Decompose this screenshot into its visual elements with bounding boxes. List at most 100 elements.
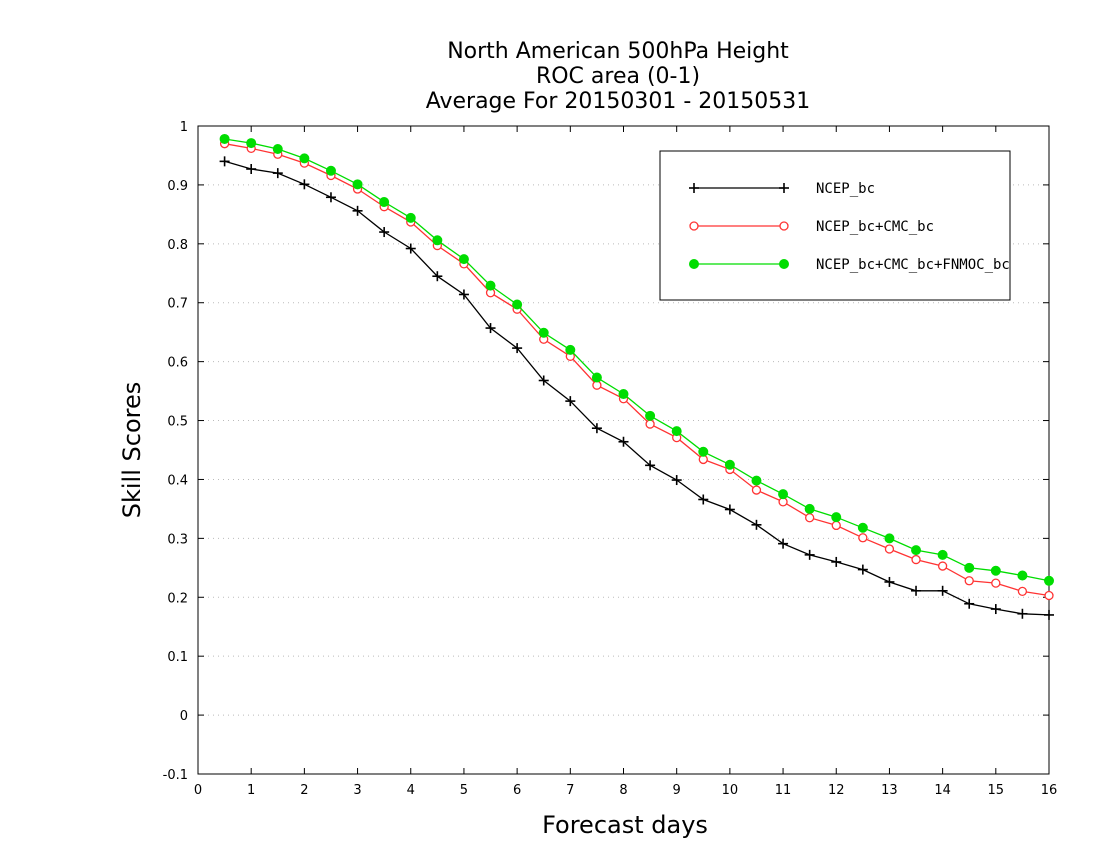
- legend-marker: [689, 183, 699, 193]
- y-tick-label: 0.3: [167, 532, 188, 547]
- data-point: [325, 192, 336, 203]
- data-point: [379, 227, 390, 238]
- data-point: [1017, 570, 1028, 581]
- y-tick-label: 0.1: [167, 650, 188, 665]
- x-tick-label: 14: [934, 783, 951, 798]
- x-tick-label: 8: [619, 783, 627, 798]
- y-tick-label: 1: [180, 120, 188, 135]
- data-point: [645, 410, 656, 421]
- data-point: [911, 554, 921, 565]
- y-tick-label: 0.6: [167, 356, 188, 371]
- data-point: [937, 549, 948, 560]
- data-point: [990, 604, 1001, 615]
- data-point: [325, 165, 336, 176]
- data-point: [272, 168, 283, 179]
- y-axis-title: Skill Scores: [118, 382, 146, 519]
- data-point: [831, 556, 842, 567]
- data-point: [538, 327, 549, 338]
- data-point: [458, 254, 469, 265]
- x-tick-label: 10: [722, 783, 739, 798]
- data-point: [299, 179, 310, 190]
- data-point: [246, 164, 257, 175]
- series-layer: [219, 133, 1054, 620]
- y-tick-label: 0.8: [167, 238, 188, 253]
- data-point: [485, 280, 496, 291]
- data-point: [538, 375, 549, 386]
- data-point: [405, 243, 416, 254]
- chart-title-line-3: Average For 20150301 - 20150531: [426, 89, 811, 114]
- data-point: [884, 576, 895, 587]
- data-point: [831, 520, 841, 531]
- legend-label: NCEP_bc+CMC_bc: [816, 219, 934, 235]
- data-point: [937, 561, 948, 571]
- series-3: [219, 133, 1054, 586]
- data-point: [724, 459, 735, 470]
- data-point: [591, 372, 602, 383]
- data-point: [990, 565, 1001, 576]
- data-point: [1044, 609, 1054, 620]
- data-point: [565, 344, 576, 355]
- series-line: [224, 143, 1050, 597]
- data-point: [884, 533, 895, 544]
- data-point: [724, 504, 735, 515]
- data-point: [352, 205, 363, 216]
- data-point: [299, 153, 310, 164]
- data-point: [857, 522, 868, 533]
- legend-entry-3: NCEP_bc+CMC_bc+FNMOC_bc: [689, 257, 1010, 273]
- x-tick-label: 11: [775, 783, 792, 798]
- legend-label: NCEP_bc+CMC_bc+FNMOC_bc: [816, 257, 1010, 273]
- data-point: [937, 585, 948, 596]
- data-point: [405, 212, 416, 223]
- data-point: [1044, 590, 1054, 601]
- data-point: [991, 578, 1001, 588]
- data-point: [618, 389, 629, 400]
- legend-entry-2: NCEP_bc+CMC_bc: [689, 219, 934, 235]
- chart-title-line-2: ROC area (0-1): [536, 64, 700, 89]
- data-point: [964, 598, 975, 609]
- data-point: [1017, 586, 1028, 597]
- legend-marker: [779, 183, 789, 193]
- legend: NCEP_bc NCEP_bc+CMC_bc NCEP_bc+CMC_bc+FNMO…: [659, 150, 1011, 301]
- x-axis-title: Forecast days: [542, 811, 708, 839]
- legend-marker: [689, 259, 699, 269]
- x-tick-label: 9: [673, 783, 681, 798]
- series-1: [219, 156, 1054, 620]
- data-point: [857, 564, 868, 575]
- data-point: [512, 299, 523, 310]
- data-point: [246, 138, 257, 149]
- data-point: [1044, 575, 1054, 586]
- legend-marker: [689, 221, 699, 231]
- data-point: [591, 423, 602, 434]
- data-point: [884, 544, 895, 554]
- data-point: [432, 235, 443, 246]
- y-tick-label: -0.1: [163, 768, 188, 783]
- y-tick-label: 0.9: [167, 179, 188, 194]
- x-tick-label: 6: [513, 783, 521, 798]
- legend-label: NCEP_bc: [816, 181, 875, 197]
- data-point: [458, 289, 469, 300]
- data-point: [645, 460, 656, 471]
- data-point: [831, 512, 842, 523]
- data-point: [778, 489, 789, 500]
- y-tick-label: 0.4: [167, 473, 188, 488]
- x-tick-label: 3: [353, 783, 361, 798]
- data-point: [645, 419, 655, 429]
- data-point: [698, 446, 709, 457]
- data-point: [1017, 608, 1028, 619]
- data-point: [858, 533, 868, 543]
- data-point: [352, 179, 363, 190]
- x-tick-label: 0: [194, 783, 202, 798]
- data-point: [671, 426, 682, 437]
- y-tick-label: 0.2: [167, 591, 188, 606]
- data-point: [698, 494, 709, 505]
- data-point: [485, 323, 496, 334]
- x-tick-label: 4: [407, 783, 415, 798]
- legend-marker: [779, 259, 789, 269]
- x-tick-label: 12: [828, 783, 845, 798]
- data-point: [751, 519, 762, 530]
- data-point: [219, 133, 230, 144]
- legend-entry-1: NCEP_bc: [689, 181, 875, 197]
- y-tick-label: 0.5: [167, 415, 188, 430]
- data-point: [778, 538, 789, 549]
